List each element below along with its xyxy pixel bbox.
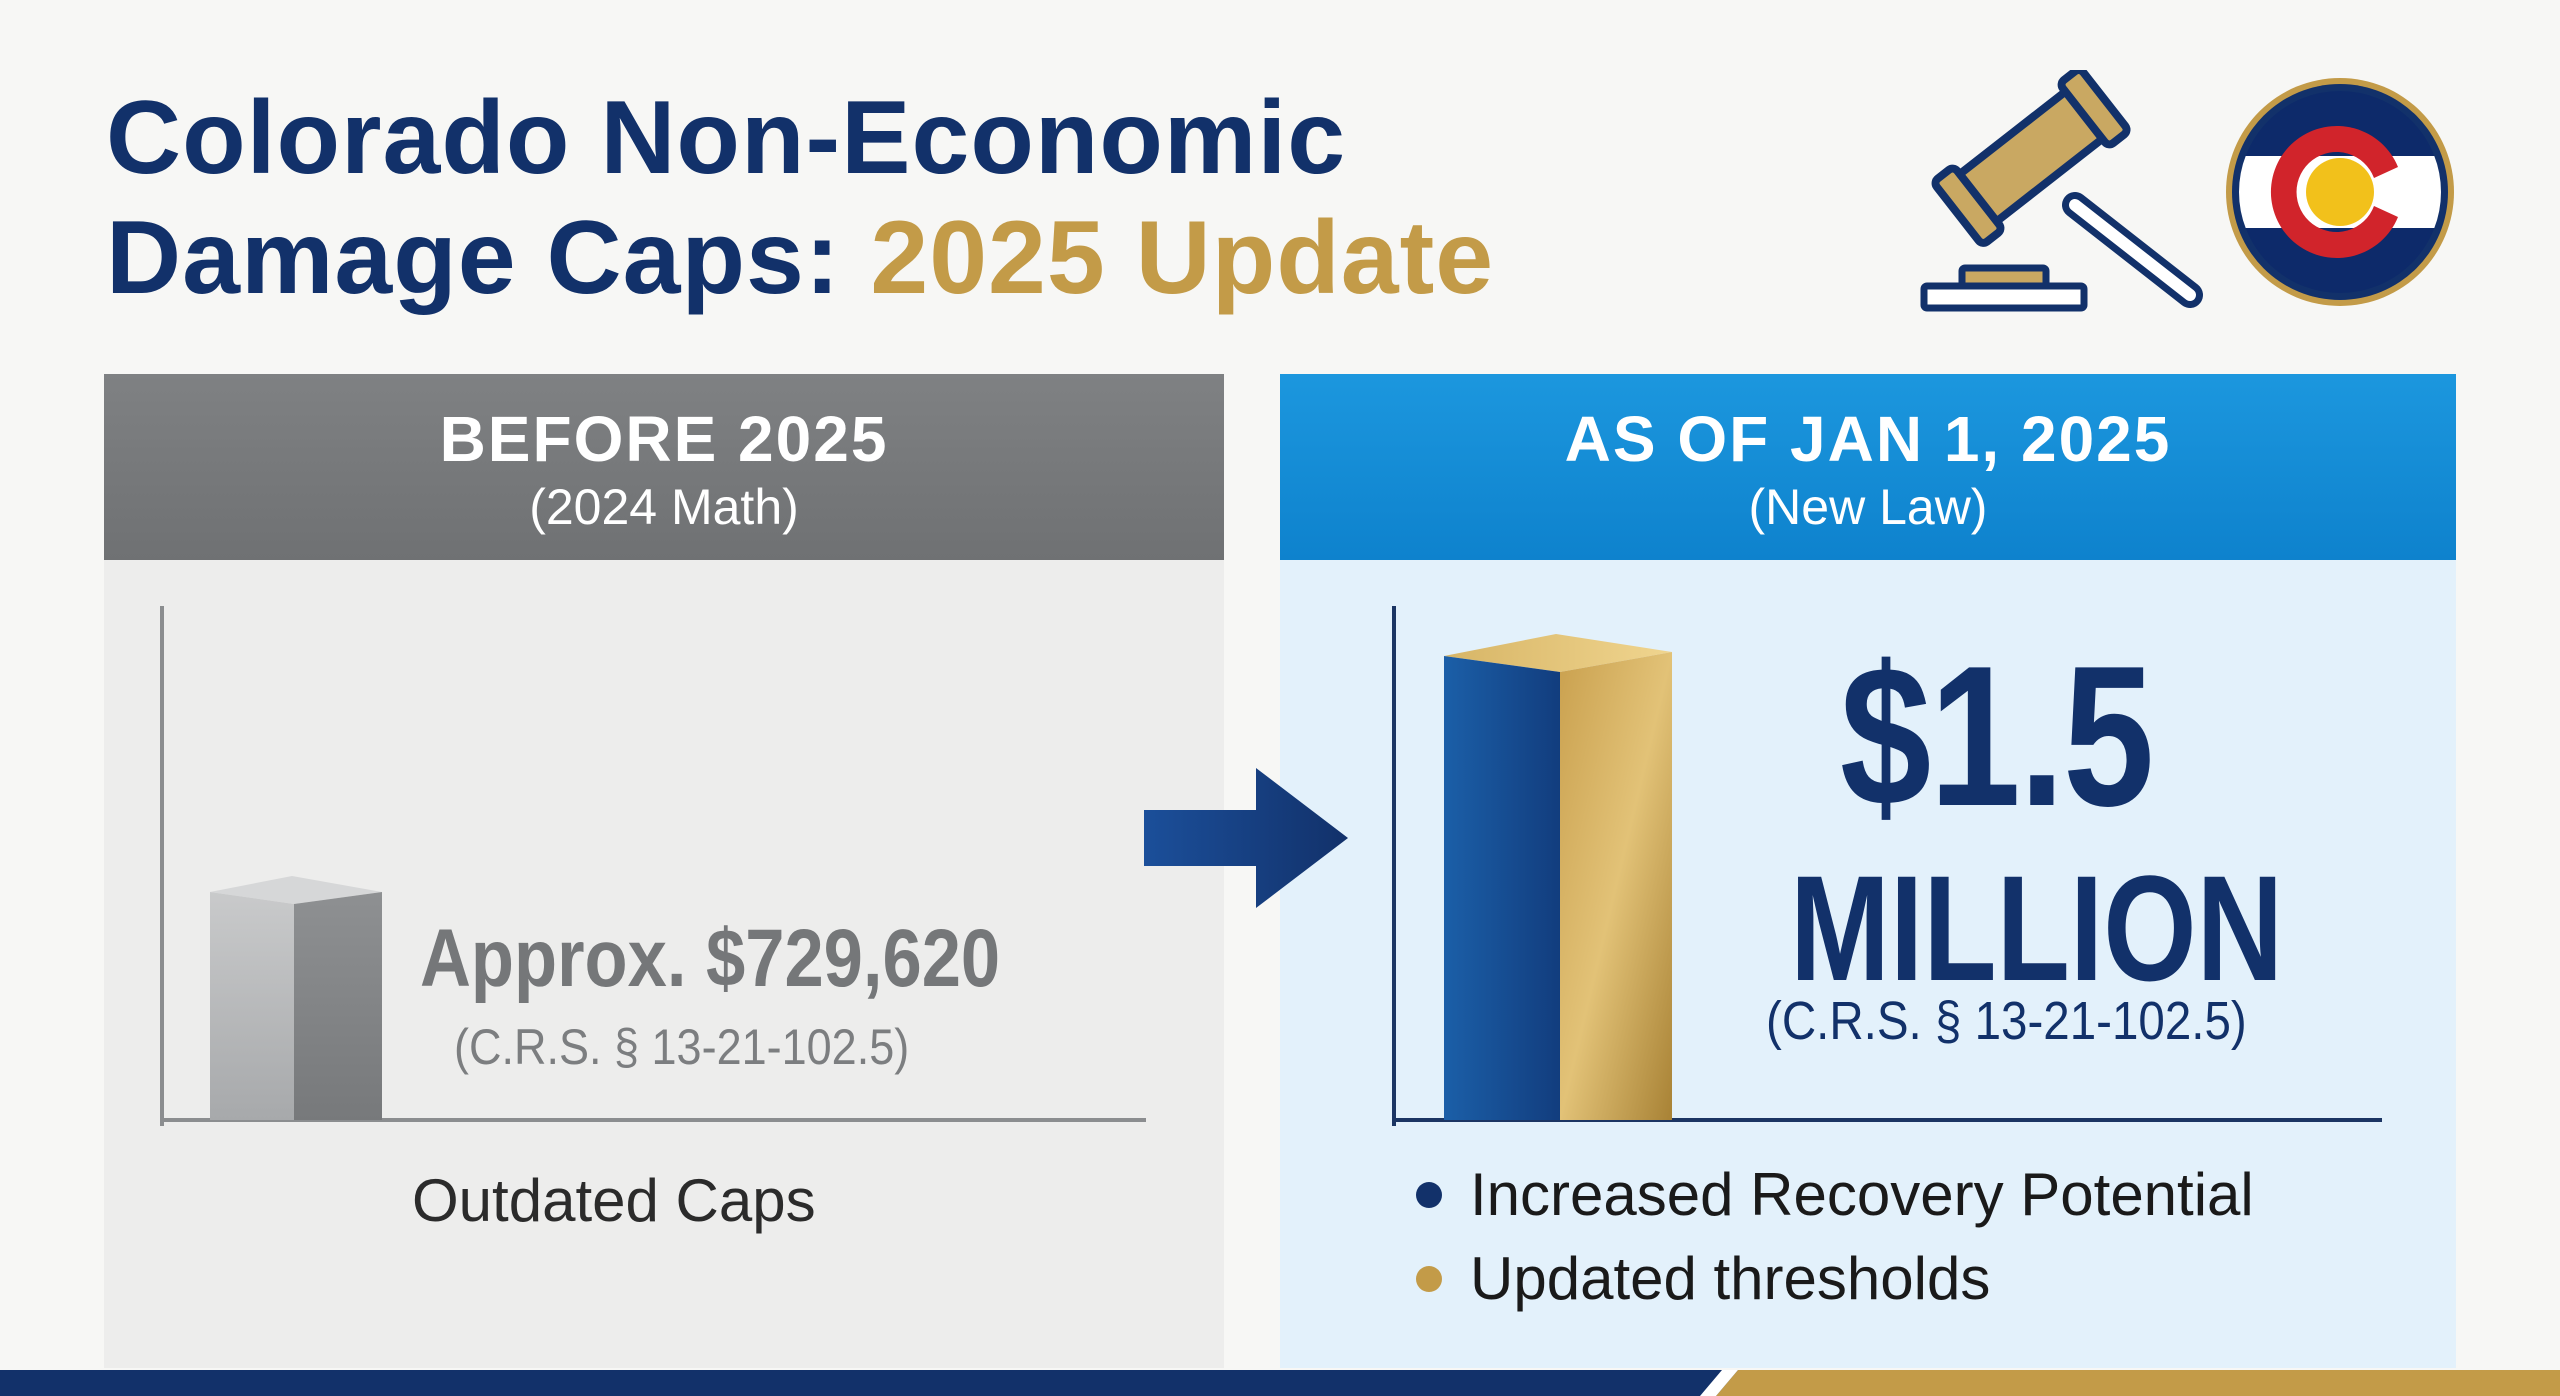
after-header-title: AS OF JAN 1, 2025 bbox=[1564, 403, 2172, 475]
bullet-item: Updated thresholds bbox=[1416, 1244, 1990, 1313]
before-statute: (C.R.S. § 13-21-102.5) bbox=[454, 1019, 910, 1075]
before-cap-amount: Approx. $729,620 bbox=[420, 913, 1001, 1004]
after-statute: (C.R.S. § 13-21-102.5) bbox=[1766, 991, 2247, 1051]
before-bar bbox=[210, 876, 382, 1120]
gavel-icon bbox=[1920, 70, 2203, 312]
after-header: AS OF JAN 1, 2025 (New Law) bbox=[1280, 374, 2456, 560]
page-title-line-1: Colorado Non-Economic bbox=[106, 80, 1347, 196]
bullet-text: Increased Recovery Potential bbox=[1470, 1161, 2254, 1228]
before-header: BEFORE 2025 (2024 Math) bbox=[104, 374, 1224, 560]
after-cap-amount: $1.5 bbox=[1840, 625, 2154, 848]
colorado-flag-icon bbox=[2226, 78, 2454, 306]
before-chart-x-axis bbox=[160, 1118, 1146, 1122]
before-header-subtitle: (2024 Math) bbox=[529, 479, 799, 535]
arrow-right-icon bbox=[1144, 768, 1348, 908]
bullet-item: Increased Recovery Potential bbox=[1416, 1160, 2254, 1229]
footer-band bbox=[0, 1370, 2560, 1396]
after-chart-y-axis bbox=[1392, 606, 1396, 1126]
after-cap-unit: MILLION bbox=[1790, 844, 2284, 1012]
page-title-line-2: Damage Caps: 2025 Update bbox=[106, 206, 1494, 310]
page-title-accent: 2025 Update bbox=[870, 200, 1495, 316]
before-panel: BEFORE 2025 (2024 Math) bbox=[104, 374, 1224, 1368]
bullet-dot-icon bbox=[1416, 1181, 1442, 1208]
after-chart-x-axis bbox=[1392, 1118, 2382, 1122]
before-chart-y-axis bbox=[160, 606, 164, 1126]
before-header-title: BEFORE 2025 bbox=[439, 403, 889, 475]
after-header-subtitle: (New Law) bbox=[1748, 479, 1988, 535]
before-note: Outdated Caps bbox=[412, 1167, 816, 1234]
bullet-dot-icon bbox=[1416, 1265, 1442, 1292]
after-bar bbox=[1444, 634, 1672, 1120]
page-title-main: Damage Caps: bbox=[106, 200, 871, 316]
bullet-text: Updated thresholds bbox=[1470, 1245, 1991, 1312]
